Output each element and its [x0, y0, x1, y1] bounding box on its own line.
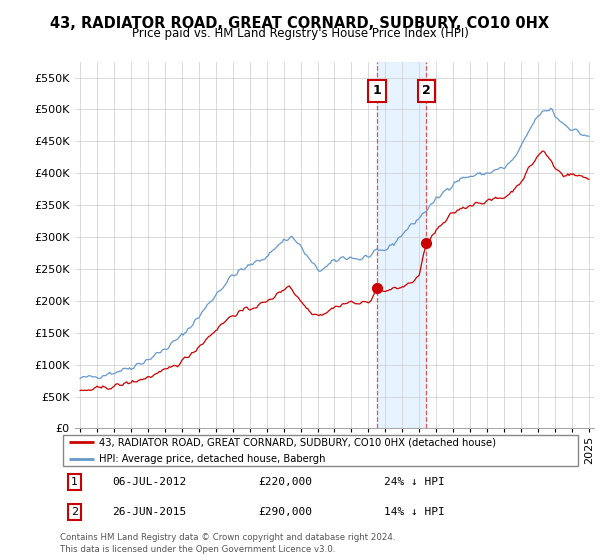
- Text: HPI: Average price, detached house, Babergh: HPI: Average price, detached house, Babe…: [99, 454, 326, 464]
- FancyBboxPatch shape: [62, 435, 578, 466]
- Text: 1: 1: [71, 477, 78, 487]
- Text: £290,000: £290,000: [259, 507, 313, 517]
- Text: 2: 2: [71, 507, 78, 517]
- Text: Price paid vs. HM Land Registry's House Price Index (HPI): Price paid vs. HM Land Registry's House …: [131, 27, 469, 40]
- Text: 2: 2: [422, 85, 431, 97]
- Text: 14% ↓ HPI: 14% ↓ HPI: [383, 507, 445, 517]
- Text: 43, RADIATOR ROAD, GREAT CORNARD, SUDBURY, CO10 0HX (detached house): 43, RADIATOR ROAD, GREAT CORNARD, SUDBUR…: [99, 437, 496, 447]
- Text: £220,000: £220,000: [259, 477, 313, 487]
- Text: 1: 1: [373, 85, 381, 97]
- Text: 43, RADIATOR ROAD, GREAT CORNARD, SUDBURY, CO10 0HX: 43, RADIATOR ROAD, GREAT CORNARD, SUDBUR…: [50, 16, 550, 31]
- Text: 24% ↓ HPI: 24% ↓ HPI: [383, 477, 445, 487]
- Text: Contains HM Land Registry data © Crown copyright and database right 2024.
This d: Contains HM Land Registry data © Crown c…: [60, 533, 395, 554]
- Text: 26-JUN-2015: 26-JUN-2015: [112, 507, 187, 517]
- Bar: [377, 62, 427, 428]
- Text: 06-JUL-2012: 06-JUL-2012: [112, 477, 187, 487]
